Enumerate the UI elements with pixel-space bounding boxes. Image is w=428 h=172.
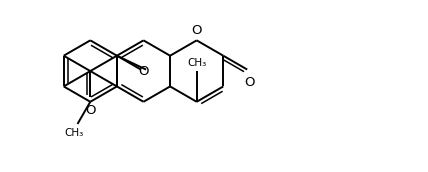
Text: O: O <box>244 76 255 89</box>
Text: O: O <box>138 64 149 78</box>
Text: CH₃: CH₃ <box>187 58 206 68</box>
Text: O: O <box>85 104 95 117</box>
Text: CH₃: CH₃ <box>65 128 84 138</box>
Text: O: O <box>191 24 202 37</box>
